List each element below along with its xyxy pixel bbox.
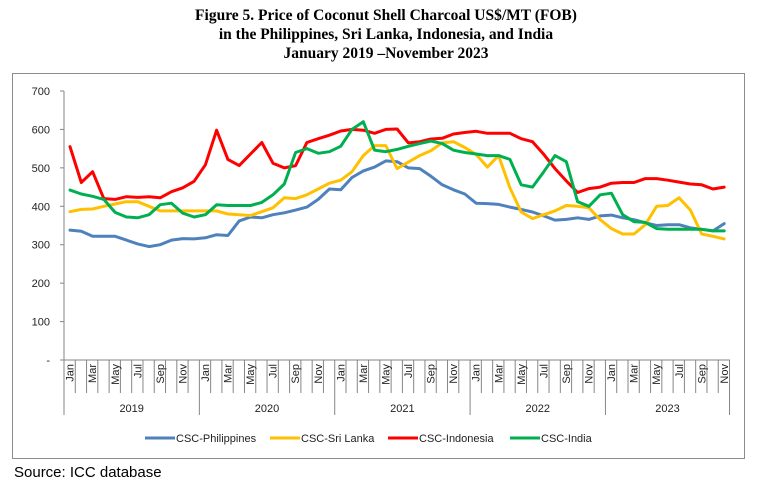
x-tick-label: Sep (426, 364, 438, 384)
legend-label: CSC-Sri Lanka (301, 433, 375, 445)
x-tick-label: Jul (538, 364, 550, 378)
x-tick-label: Jan (471, 364, 483, 382)
chart-title: Figure 5. Price of Coconut Shell Charcoa… (0, 6, 772, 63)
year-label: 2020 (255, 403, 279, 415)
chart-title-line-1: Figure 5. Price of Coconut Shell Charcoa… (195, 7, 577, 24)
year-label: 2023 (655, 403, 679, 415)
x-tick-label: Nov (313, 364, 325, 384)
x-tick-label: Jul (403, 364, 415, 378)
legend-item: CSC-Philippines (145, 433, 257, 445)
x-tick-label: Jul (674, 364, 686, 378)
x-tick-label: Nov (177, 364, 189, 384)
y-tick-label: - (46, 355, 50, 367)
x-tick-label: Mar (629, 364, 641, 383)
y-tick-label: 400 (32, 201, 50, 213)
y-tick-label: 100 (32, 317, 50, 329)
legend-item: CSC-Indonesia (388, 433, 494, 445)
legend-item: CSC-Sri Lanka (270, 433, 375, 445)
x-tick-label: May (516, 364, 528, 385)
legend: CSC-Philippines CSC-Sri Lanka CSC-Indonesi… (145, 433, 593, 445)
x-tick-label: Jan (335, 364, 347, 382)
series-line-csc-philippines (68, 159, 726, 249)
x-tick-label: Jul (132, 364, 144, 378)
chart-title-line-3: January 2019 –November 2023 (283, 45, 489, 62)
series-lines (68, 120, 726, 249)
series-line-csc-india (68, 120, 726, 233)
x-tick-label: Sep (561, 364, 573, 384)
chart-frame (12, 73, 745, 459)
y-tick-label: 200 (32, 278, 50, 290)
x-tick-label: Mar (493, 364, 505, 383)
year-label: 2021 (390, 403, 414, 415)
x-tick-label: Sep (155, 364, 167, 384)
x-tick-label: Nov (448, 364, 460, 384)
x-tick-label: Jan (65, 364, 77, 382)
legend-label: CSC-Indonesia (419, 433, 494, 445)
y-tick-label: 500 (32, 163, 50, 175)
x-tick-label: May (245, 364, 257, 385)
legend-label: CSC-India (541, 433, 593, 445)
x-tick-label: Jan (606, 364, 618, 382)
x-tick-label: Sep (290, 364, 302, 384)
x-tick-label: Sep (696, 364, 708, 384)
x-tick-label: May (380, 364, 392, 385)
x-tick-label: Jan (200, 364, 212, 382)
chart-title-line-2: in the Philippines, Sri Lanka, Indonesia… (218, 26, 554, 43)
y-tick-label: 300 (32, 240, 50, 252)
y-tick-label: 600 (32, 124, 50, 136)
y-tick-label: 700 (32, 86, 50, 98)
legend-label: CSC-Philippines (176, 433, 257, 445)
source-note: Source: ICC database (14, 464, 162, 481)
x-tick-label: May (110, 364, 122, 385)
x-tick-label: Mar (87, 364, 99, 383)
legend-item: CSC-India (510, 433, 593, 445)
x-tick-label: Mar (223, 364, 235, 383)
series-line-csc-sri-lanka (68, 140, 726, 241)
x-tick-label: Nov (719, 364, 731, 384)
x-tick-label: Mar (358, 364, 370, 383)
axes: - 100 200 300 400 500 600 700 Jan Mar May Jul Sep Nov… (32, 86, 731, 415)
x-tick-label: Nov (584, 364, 596, 384)
x-tick-label: May (651, 364, 663, 385)
year-label: 2019 (119, 403, 143, 415)
year-label: 2022 (526, 403, 550, 415)
x-tick-label: Jul (268, 364, 280, 378)
series-line-csc-indonesia (68, 127, 726, 201)
